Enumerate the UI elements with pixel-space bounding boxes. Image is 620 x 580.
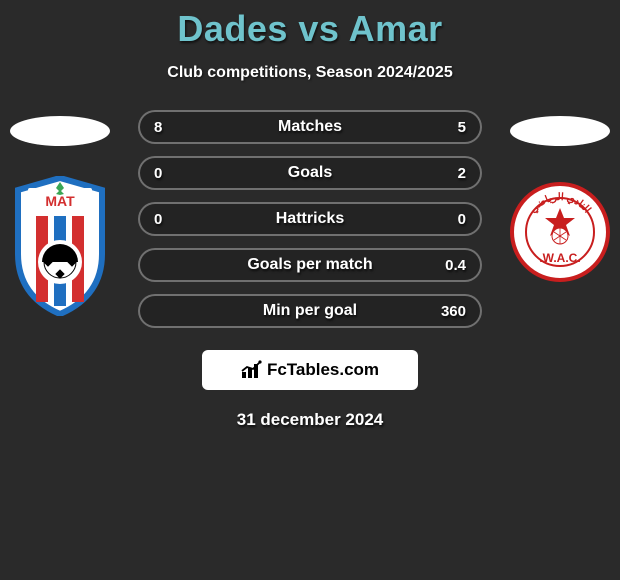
mat-shield-icon: MAT: [10, 176, 110, 316]
stat-left-value: 0: [154, 211, 162, 228]
source-attribution: FcTables.com: [202, 350, 418, 390]
stat-label: Hattricks: [276, 210, 344, 228]
player-column-right: النادي الرياضي .W.A.C.: [510, 110, 610, 302]
stat-right-value: 360: [441, 303, 466, 320]
stat-label: Min per goal: [263, 302, 357, 320]
stat-right-value: 5: [458, 119, 466, 136]
date-text: 31 december 2024: [0, 410, 620, 430]
player-column-left: MAT: [10, 110, 110, 316]
subtitle: Club competitions, Season 2024/2025: [0, 64, 620, 82]
bar-chart-icon: [241, 360, 263, 380]
stat-right-value: 2: [458, 165, 466, 182]
stats-list: 8 Matches 5 0 Goals 2 0 Hattricks 0 Goal…: [138, 110, 482, 328]
stat-left-value: 0: [154, 165, 162, 182]
svg-text:.W.A.C.: .W.A.C.: [539, 251, 580, 265]
stat-row: 8 Matches 5: [138, 110, 482, 144]
stat-right-value: 0.4: [445, 257, 466, 274]
stat-row: Goals per match 0.4: [138, 248, 482, 282]
stat-right-value: 0: [458, 211, 466, 228]
source-brand: FcTables.com: [267, 360, 379, 380]
stat-label: Goals per match: [247, 256, 372, 274]
page-title: Dades vs Amar: [0, 0, 620, 50]
stat-label: Goals: [288, 164, 332, 182]
team-badge-right: النادي الرياضي .W.A.C.: [510, 162, 610, 302]
avatar-oval-left: [10, 116, 110, 146]
stat-label: Matches: [278, 118, 342, 136]
comparison-panel: MAT: [0, 110, 620, 430]
team-badge-left: MAT: [10, 176, 110, 316]
stat-row: Min per goal 360: [138, 294, 482, 328]
stat-row: 0 Goals 2: [138, 156, 482, 190]
stat-left-value: 8: [154, 119, 162, 136]
wac-badge-icon: النادي الرياضي .W.A.C.: [510, 182, 610, 282]
svg-text:MAT: MAT: [45, 193, 75, 209]
avatar-oval-right: [510, 116, 610, 146]
stat-row: 0 Hattricks 0: [138, 202, 482, 236]
